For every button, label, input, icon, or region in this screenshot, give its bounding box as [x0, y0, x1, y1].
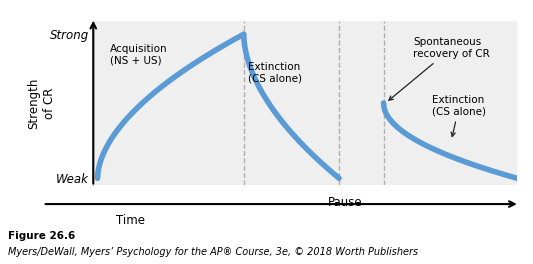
Text: Myers/DeWall, Myers’ Psychology for the AP® Course, 3e, © 2018 Worth Publishers: Myers/DeWall, Myers’ Psychology for the … — [8, 247, 418, 257]
Text: Extinction
(CS alone): Extinction (CS alone) — [248, 62, 302, 84]
Text: Pause: Pause — [328, 196, 363, 209]
Text: Figure 26.6: Figure 26.6 — [8, 231, 75, 241]
Y-axis label: Strength
of CR: Strength of CR — [28, 77, 55, 129]
Text: Spontaneous
recovery of CR: Spontaneous recovery of CR — [389, 37, 490, 100]
Text: Acquisition
(NS + US): Acquisition (NS + US) — [110, 44, 168, 66]
Text: Extinction
(CS alone): Extinction (CS alone) — [432, 95, 486, 136]
Text: Time: Time — [116, 214, 146, 227]
